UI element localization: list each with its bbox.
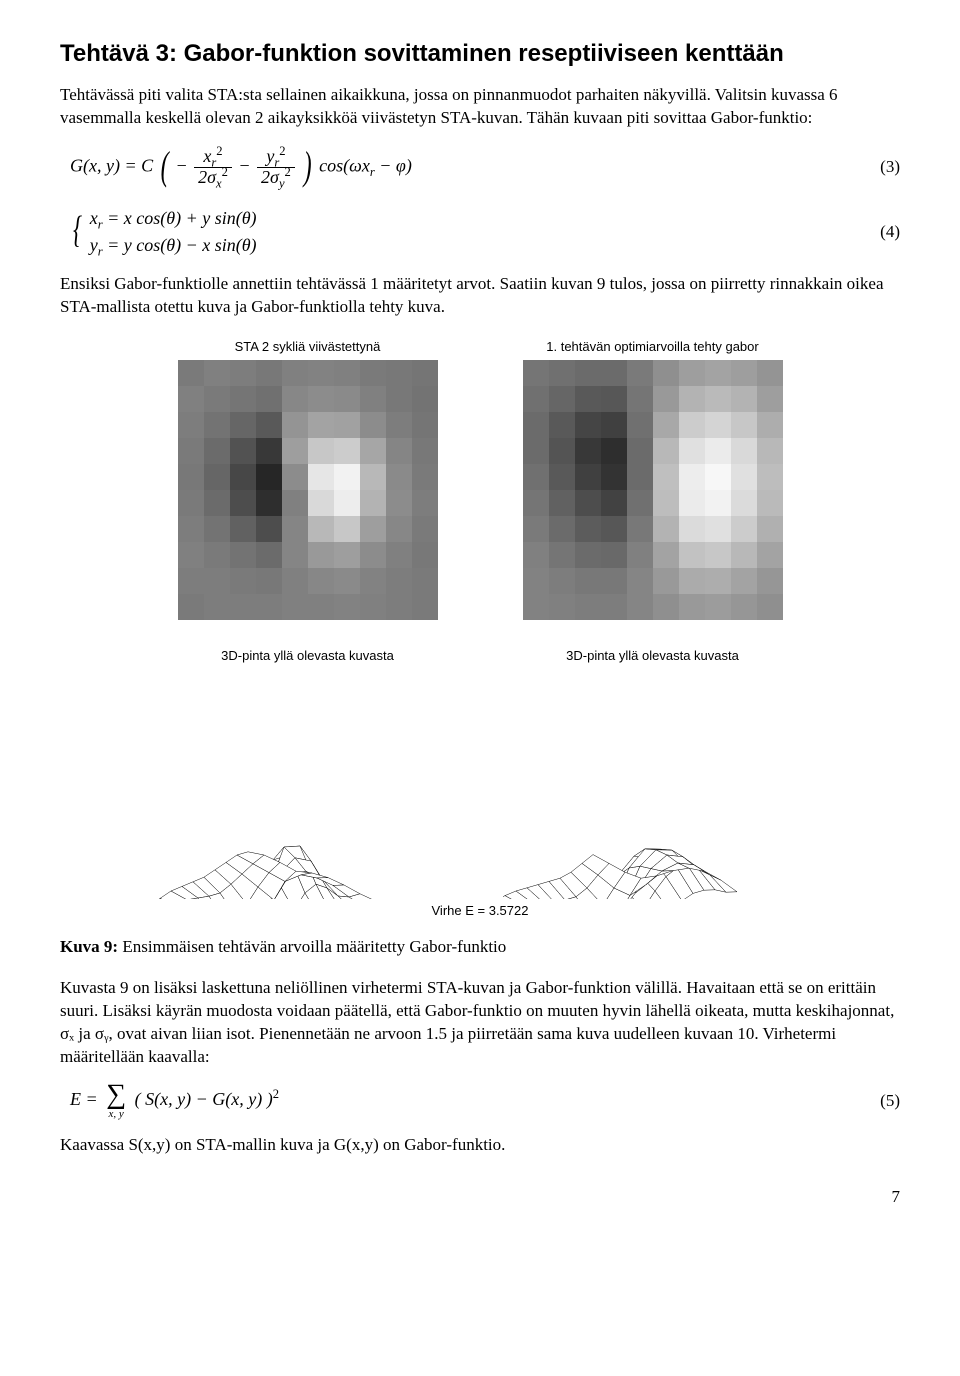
paragraph-4: Kaavassa S(x,y) on STA-mallin kuva ja G(… [60,1134,900,1157]
equation-4-number: (4) [860,222,900,242]
heatmap-right [523,360,783,620]
page-title: Tehtävä 3: Gabor-funktion sovittaminen r… [60,40,900,68]
equation-5-number: (5) [860,1091,900,1111]
equation-4: { xr = x cos(θ) + y sin(θ) yr = y cos(θ)… [60,205,900,259]
equation-5: E = ∑x, y ( S(x, y) − G(x, y) )2 (5) [60,1082,900,1120]
figure-9-caption-label: Kuva 9: [60,937,118,956]
intro-paragraph: Tehtävässä piti valita STA:sta sellainen… [60,84,900,130]
heatmap-left-title: STA 2 sykliä viivästettynä [150,339,465,354]
paragraph-2: Ensiksi Gabor-funktiolle annettiin tehtä… [60,273,900,319]
heatmap-left [178,360,438,620]
heatmap-right-title: 1. tehtävän optimiarvoilla tehty gabor [495,339,810,354]
paragraph-3: Kuvasta 9 on lisäksi laskettuna neliölli… [60,977,900,1069]
page-number: 7 [60,1187,900,1207]
equation-3-number: (3) [860,157,900,177]
equation-3: G(x, y) = C ( − xr22σx2 − yr22σy2 ) cos(… [60,144,900,191]
surface-right: 0.50-0.505100510 [503,669,803,899]
figure-9-caption-text: Ensimmäisen tehtävän arvoilla määritetty… [118,937,506,956]
surface-left-title: 3D-pinta yllä olevasta kuvasta [150,648,465,663]
figure-9: STA 2 sykliä viivästettynä 1. tehtävän o… [150,339,810,918]
figure-9-caption: Kuva 9: Ensimmäisen tehtävän arvoilla mä… [60,936,900,959]
surface-right-title: 3D-pinta yllä olevasta kuvasta [495,648,810,663]
surface-left: 0.50-0.505100510 [158,669,458,899]
error-text: Virhe E = 3.5722 [150,903,810,918]
